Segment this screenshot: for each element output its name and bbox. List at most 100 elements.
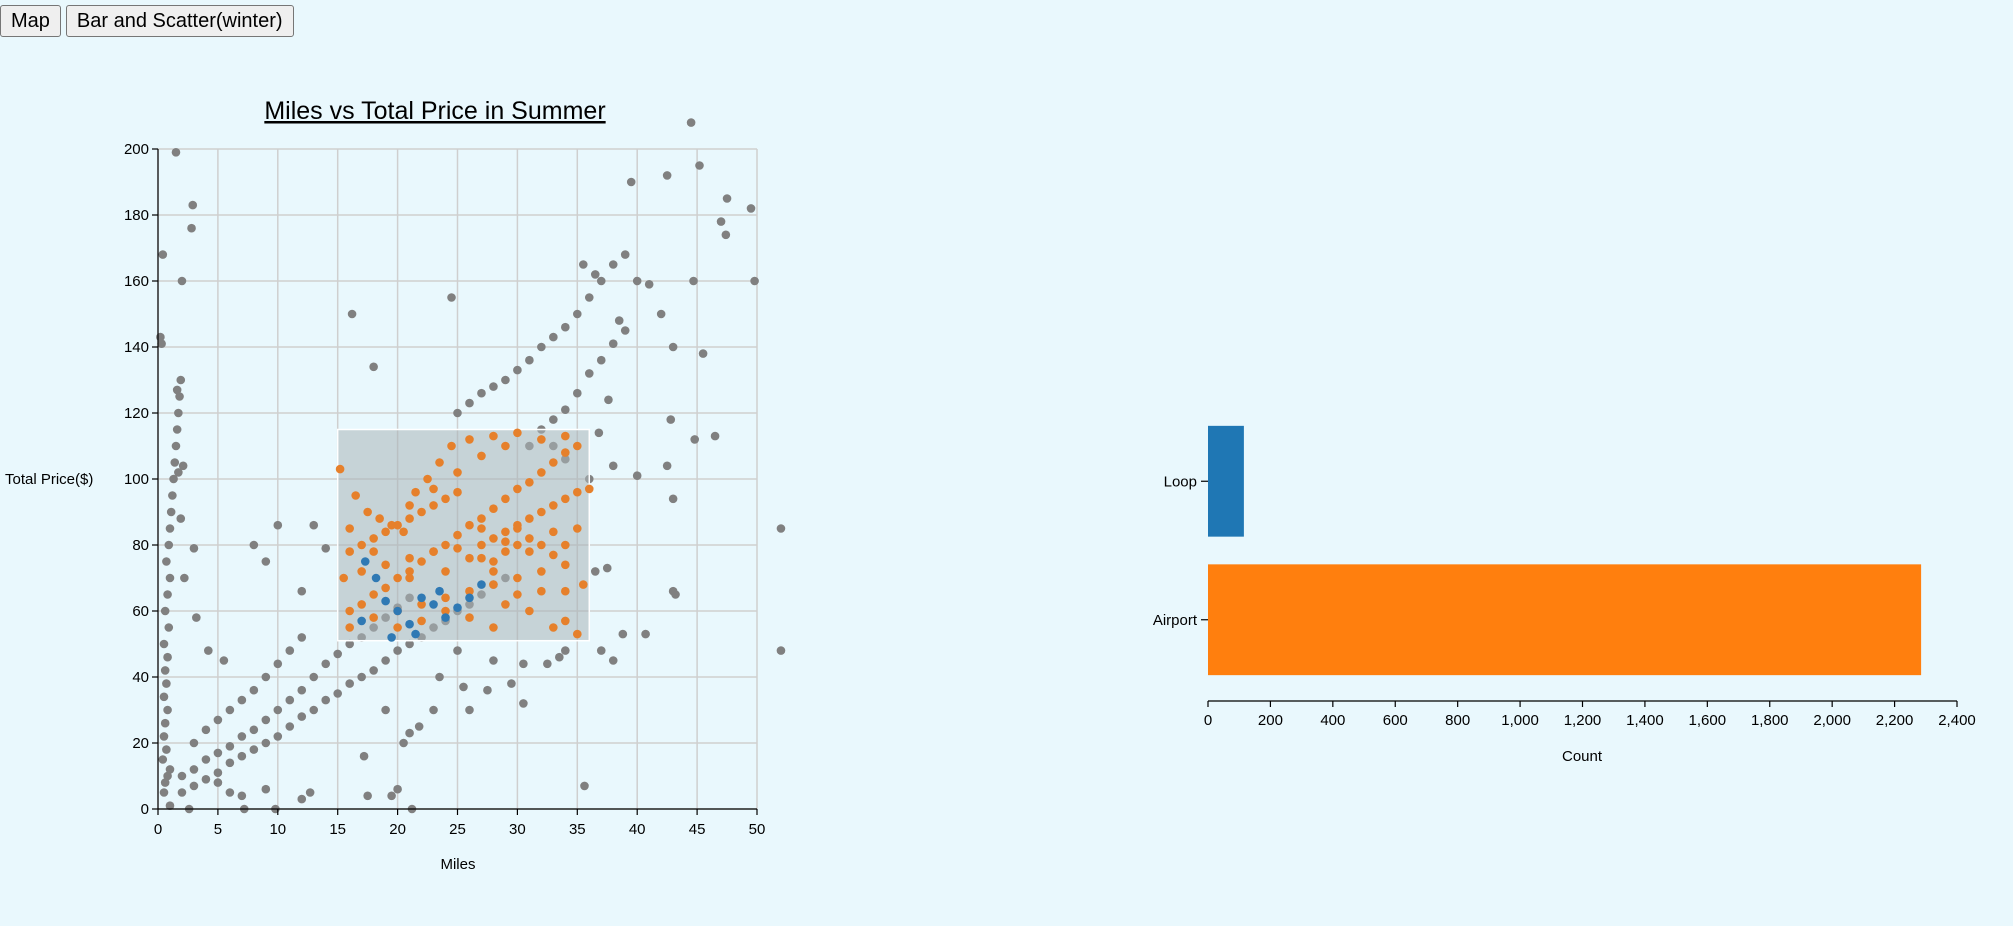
data-point-airport: [549, 501, 558, 510]
data-point-airport: [453, 487, 462, 497]
brush-selection[interactable]: [336, 428, 591, 642]
x-tick-label: 15: [329, 821, 346, 838]
data-point: [164, 623, 174, 632]
data-point-airport: [561, 586, 570, 596]
data-point: [176, 375, 186, 385]
scatter-y-axis: 0 20 40 60 80 100 120 140 160 180 200: [124, 141, 159, 818]
data-point: [158, 755, 168, 764]
data-point-loop: [477, 580, 486, 589]
data-point: [249, 685, 259, 695]
top-nav: Map Bar and Scatter(winter): [0, 5, 294, 37]
data-point: [309, 520, 319, 530]
data-point: [157, 339, 166, 349]
y-tick-label: 180: [124, 207, 149, 224]
data-point-airport: [357, 540, 366, 550]
data-point-airport: [477, 553, 486, 563]
data-point: [309, 672, 319, 682]
data-point: [596, 355, 606, 365]
x-tick-label: 30: [509, 821, 526, 838]
data-point: [170, 458, 180, 467]
x-tick-label: 25: [449, 821, 466, 838]
data-point-loop: [387, 633, 396, 642]
bar-y-axis: Loop Airport: [1153, 473, 1208, 629]
scatter-points-loop: [357, 557, 486, 642]
data-point: [465, 398, 474, 408]
data-point-airport: [405, 567, 414, 576]
data-point-airport: [441, 593, 450, 603]
data-point: [237, 695, 247, 705]
data-point-airport: [501, 600, 510, 609]
data-point: [594, 428, 604, 438]
data-point: [285, 646, 295, 655]
y-tick-label: Airport: [1153, 612, 1198, 629]
data-point-airport: [477, 451, 486, 461]
data-point: [357, 672, 366, 682]
data-point: [689, 276, 698, 286]
data-point-airport: [489, 623, 498, 632]
data-point-airport: [369, 547, 378, 556]
data-point-airport: [513, 590, 522, 599]
data-point-loop: [411, 629, 420, 639]
data-point: [189, 765, 199, 774]
data-point-airport: [501, 441, 510, 451]
data-point: [165, 765, 175, 774]
data-point: [632, 471, 642, 481]
data-point: [169, 474, 178, 484]
data-point: [178, 461, 188, 471]
data-point-airport: [489, 580, 498, 589]
data-point: [285, 695, 295, 705]
data-point: [710, 431, 720, 441]
data-point-airport: [525, 514, 534, 523]
data-point: [393, 784, 402, 794]
data-point-airport: [537, 507, 546, 517]
data-point: [573, 309, 582, 319]
x-tick-label: 1,000: [1501, 712, 1539, 729]
y-tick-label: 20: [132, 735, 149, 752]
data-point: [204, 646, 213, 655]
data-point: [321, 544, 331, 553]
x-tick-label: 35: [569, 821, 586, 838]
x-tick-label: 0: [154, 821, 162, 838]
data-point: [219, 656, 229, 665]
data-point-airport: [405, 573, 414, 583]
data-point: [237, 751, 247, 761]
data-point-airport: [525, 478, 534, 487]
data-point: [160, 778, 170, 787]
data-point-loop: [417, 593, 426, 603]
data-point-airport: [345, 547, 354, 556]
data-point: [555, 652, 564, 662]
data-point: [435, 672, 444, 682]
data-point: [237, 791, 247, 801]
data-point-airport: [387, 520, 396, 530]
map-button[interactable]: Map: [0, 5, 61, 37]
x-tick-label: 800: [1445, 712, 1470, 729]
data-point-airport: [393, 520, 402, 530]
data-point-airport: [435, 458, 444, 467]
bar-airport: [1208, 564, 1922, 676]
x-tick-label: 20: [389, 821, 406, 838]
data-point: [321, 695, 331, 705]
data-point: [249, 745, 259, 754]
x-tick-label: 40: [629, 821, 646, 838]
data-point-airport: [429, 547, 438, 556]
data-point: [671, 590, 680, 599]
data-point-airport: [537, 540, 546, 550]
data-point: [399, 738, 408, 748]
data-point-airport: [441, 606, 450, 616]
data-point-airport: [537, 567, 546, 576]
y-tick-label: 100: [124, 471, 149, 488]
data-point: [363, 791, 372, 801]
data-point: [549, 332, 558, 342]
data-point: [525, 355, 534, 365]
scatter-chart[interactable]: 0 20 40 60 80 100 120 140 160 180 200 0 5 10 15 20 25 30…: [5, 97, 786, 873]
winter-chart-button[interactable]: Bar and Scatter(winter): [65, 5, 294, 37]
data-point-airport: [351, 491, 360, 500]
data-point-airport: [369, 590, 378, 599]
data-point: [507, 679, 516, 688]
data-point: [305, 788, 315, 797]
scatter-x-axis-label: Miles: [440, 856, 475, 873]
data-point-airport: [369, 613, 378, 622]
data-point: [165, 524, 175, 533]
data-point-airport: [477, 540, 486, 550]
data-point: [387, 791, 396, 801]
